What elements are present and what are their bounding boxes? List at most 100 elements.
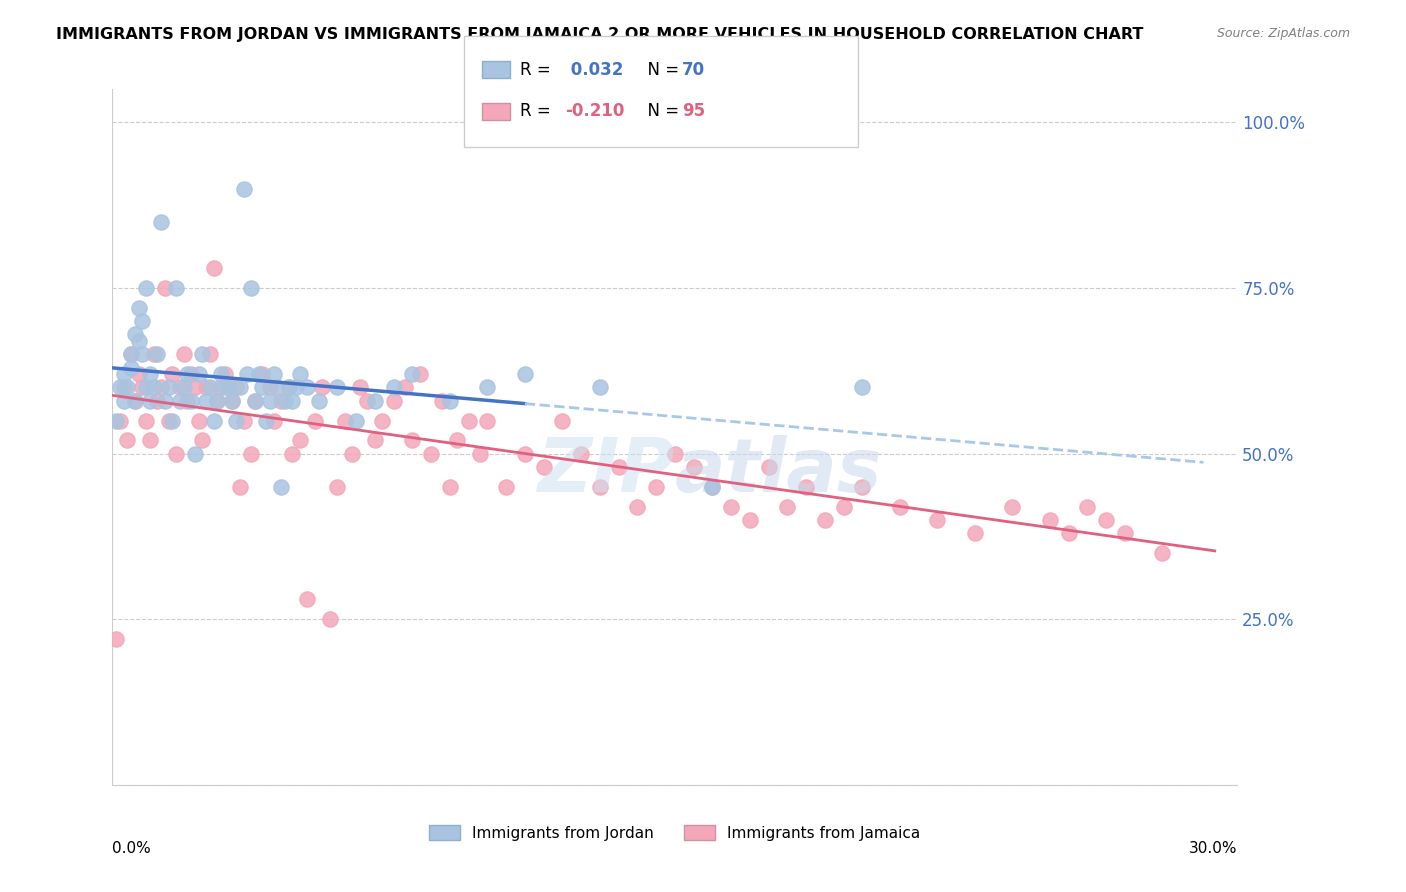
Point xyxy=(135,281,157,295)
Point xyxy=(221,393,243,408)
Point xyxy=(326,480,349,494)
Point xyxy=(243,393,266,408)
Point xyxy=(288,434,311,448)
Point xyxy=(589,480,612,494)
Point xyxy=(277,380,299,394)
Point xyxy=(832,500,855,514)
Point xyxy=(187,413,209,427)
Point xyxy=(120,360,142,375)
Point xyxy=(1039,513,1062,527)
Point xyxy=(120,347,142,361)
Point xyxy=(304,413,326,427)
Point xyxy=(254,413,277,427)
Point xyxy=(702,480,724,494)
Point xyxy=(409,367,432,381)
Point xyxy=(232,413,254,427)
Point xyxy=(342,447,364,461)
Point xyxy=(128,367,150,381)
Point xyxy=(446,434,468,448)
Point xyxy=(326,380,349,394)
Point xyxy=(146,393,169,408)
Point xyxy=(191,434,214,448)
Point xyxy=(274,393,297,408)
Point xyxy=(229,480,252,494)
Point xyxy=(221,393,243,408)
Point xyxy=(851,480,873,494)
Point xyxy=(420,447,443,461)
Point xyxy=(477,380,499,394)
Point xyxy=(349,380,371,394)
Point xyxy=(1076,500,1098,514)
Point xyxy=(382,393,405,408)
Text: N =: N = xyxy=(637,61,685,78)
Point xyxy=(569,447,592,461)
Point xyxy=(243,393,266,408)
Point xyxy=(195,380,218,394)
Point xyxy=(225,413,247,427)
Point xyxy=(131,380,153,394)
Point xyxy=(1152,546,1174,560)
Point xyxy=(551,413,574,427)
Point xyxy=(131,347,153,361)
Point xyxy=(180,367,202,381)
Point xyxy=(139,434,162,448)
Point xyxy=(263,367,285,381)
Point xyxy=(281,393,304,408)
Point xyxy=(963,526,986,541)
Point xyxy=(117,380,139,394)
Point xyxy=(589,380,612,394)
Point xyxy=(240,281,263,295)
Point xyxy=(180,393,202,408)
Point xyxy=(333,413,356,427)
Point xyxy=(277,380,299,394)
Point xyxy=(927,513,949,527)
Point xyxy=(124,393,146,408)
Point xyxy=(1001,500,1024,514)
Point xyxy=(364,393,387,408)
Point xyxy=(382,380,405,394)
Point xyxy=(117,434,139,448)
Point xyxy=(319,612,342,626)
Point xyxy=(150,380,173,394)
Point xyxy=(124,393,146,408)
Point xyxy=(150,215,173,229)
Point xyxy=(184,380,207,394)
Point xyxy=(232,181,254,195)
Point xyxy=(124,327,146,342)
Text: 95: 95 xyxy=(682,103,704,120)
Point xyxy=(191,347,214,361)
Point xyxy=(513,447,536,461)
Point xyxy=(146,347,169,361)
Point xyxy=(236,367,259,381)
Point xyxy=(184,447,207,461)
Point xyxy=(207,393,229,408)
Point xyxy=(814,513,837,527)
Point xyxy=(153,393,176,408)
Point xyxy=(1114,526,1136,541)
Point xyxy=(308,393,330,408)
Point xyxy=(401,367,423,381)
Point xyxy=(165,447,187,461)
Point xyxy=(889,500,911,514)
Text: 70: 70 xyxy=(682,61,704,78)
Point xyxy=(157,413,180,427)
Point xyxy=(252,380,274,394)
Point xyxy=(626,500,648,514)
Point xyxy=(173,347,195,361)
Point xyxy=(169,380,191,394)
Point xyxy=(202,413,225,427)
Text: N =: N = xyxy=(637,103,685,120)
Point xyxy=(311,380,333,394)
Point xyxy=(112,380,135,394)
Point xyxy=(135,380,157,394)
Point xyxy=(645,480,668,494)
Point xyxy=(187,367,209,381)
Point xyxy=(169,393,191,408)
Point xyxy=(477,413,499,427)
Point xyxy=(229,380,252,394)
Text: atlas: atlas xyxy=(675,435,883,508)
Point xyxy=(1057,526,1080,541)
Point xyxy=(247,367,270,381)
Point xyxy=(468,447,491,461)
Point xyxy=(176,393,198,408)
